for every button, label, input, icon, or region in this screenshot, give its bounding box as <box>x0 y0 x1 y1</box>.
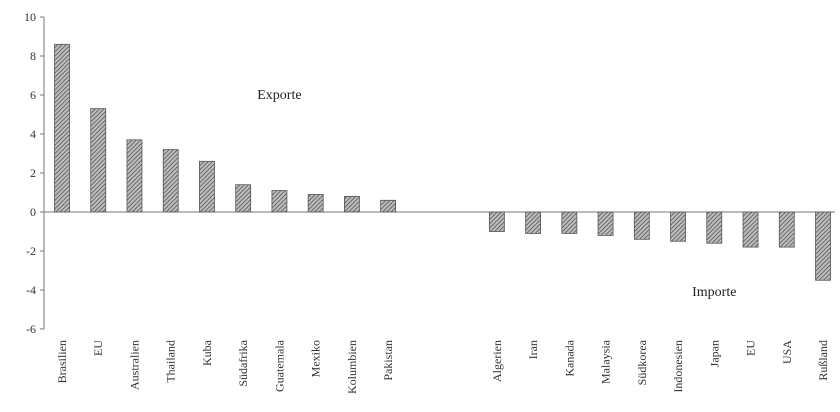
x-category-label: Australien <box>127 340 141 390</box>
bar-rußland <box>815 211 831 281</box>
annotation-label: Importe <box>692 285 736 300</box>
x-category-label: EU <box>744 340 758 356</box>
bar-japan <box>706 211 723 244</box>
bar-thailand <box>162 149 179 213</box>
x-category-label: Kanada <box>562 339 576 376</box>
bar-usa <box>778 211 795 248</box>
x-category-label: Rußland <box>816 340 830 381</box>
bar-pakistan <box>380 199 397 213</box>
annotation-label: Exporte <box>257 88 301 103</box>
x-category-label: Guatemala <box>272 339 286 392</box>
bar-malaysia <box>597 211 614 236</box>
bar-guatemala <box>271 190 288 213</box>
x-category-label: Indonesien <box>671 340 685 393</box>
x-category-label: Thailand <box>164 340 178 383</box>
x-category-label: EU <box>91 340 105 356</box>
bar-mexiko <box>307 194 324 213</box>
y-tick-label: 2 <box>30 166 36 180</box>
y-tick-label: 4 <box>30 127 36 141</box>
bar-algerien <box>488 211 505 232</box>
x-category-label: Algerien <box>490 340 504 382</box>
x-category-label: Pakistan <box>381 340 395 381</box>
bar-kuba <box>199 160 215 213</box>
x-axis-labels: Brasilien EU Australien Thailand Kuba Südafri… <box>55 339 830 394</box>
x-category-label: Malaysia <box>599 339 613 384</box>
bar-australien <box>126 139 143 213</box>
x-category-label: USA <box>780 340 794 364</box>
annotations: Exporte Importe <box>257 88 736 300</box>
bar-iran <box>525 211 541 234</box>
x-category-label: Südafrika <box>236 339 250 386</box>
y-tick-label: 8 <box>30 49 36 63</box>
bar-südkorea <box>633 211 650 240</box>
y-tick-label: -6 <box>26 322 36 336</box>
bar-südafrika <box>235 184 252 213</box>
x-category-label: Japan <box>707 340 721 367</box>
x-category-label: Mexiko <box>309 340 323 377</box>
y-tick-label: 10 <box>24 10 36 24</box>
bar-indonesien <box>670 211 686 242</box>
bar-eu <box>742 211 759 248</box>
bar-brasilien <box>54 43 70 213</box>
x-category-label: Kuba <box>200 339 214 366</box>
bar-eu <box>90 108 107 213</box>
x-category-label: Brasilien <box>55 340 69 383</box>
y-tick-label: -2 <box>26 244 36 258</box>
bar-kanada <box>561 211 578 234</box>
x-category-label: Iran <box>526 340 540 359</box>
x-category-label: Südkorea <box>635 339 649 385</box>
y-tick-label: 0 <box>30 205 36 219</box>
bar-kolumbien <box>344 195 360 213</box>
y-tick-label: 6 <box>30 88 36 102</box>
bars <box>54 43 831 281</box>
x-category-label: Kolumbien <box>345 340 359 394</box>
y-tick-label: -4 <box>26 283 36 297</box>
